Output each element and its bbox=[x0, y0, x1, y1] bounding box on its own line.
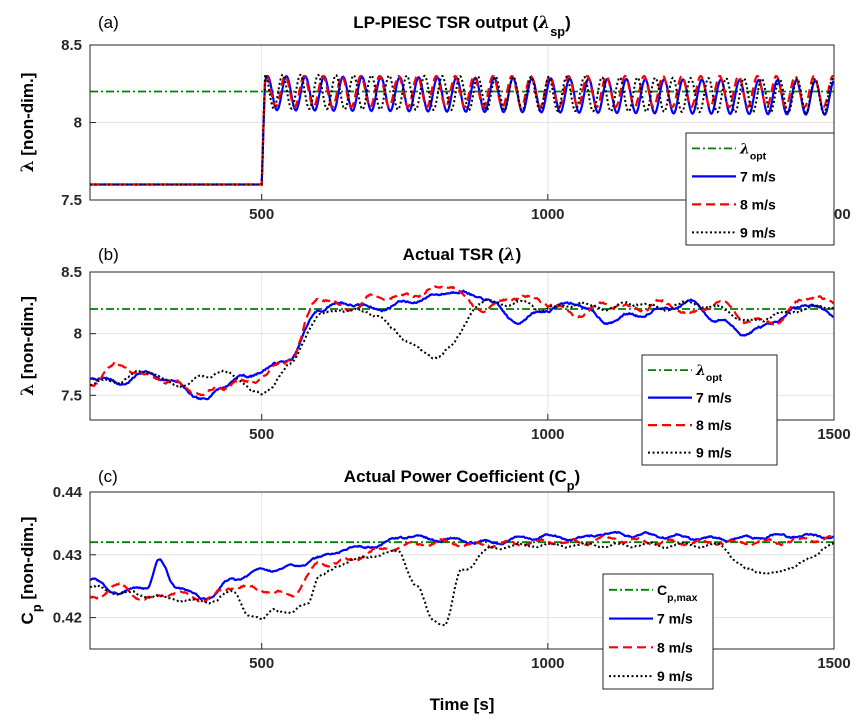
panel-label: (a) bbox=[98, 13, 119, 32]
legend-label: 7 m/s bbox=[657, 611, 693, 627]
x-tick-label: 1000 bbox=[531, 206, 564, 223]
legend-label: 9 m/s bbox=[657, 668, 693, 684]
y-tick-label: 0.42 bbox=[53, 610, 82, 627]
chart-title: Actual TSR (λ) bbox=[403, 245, 522, 265]
series-line-7-m-s bbox=[90, 289, 834, 401]
legend-label: 8 m/s bbox=[696, 417, 732, 433]
x-tick-label: 500 bbox=[249, 655, 274, 672]
x-tick-label: 1000 bbox=[531, 655, 564, 672]
y-axis-label: Cp [non-dim.] bbox=[18, 517, 44, 625]
chart-title: LP-PIESC TSR output (λsp) bbox=[353, 13, 571, 39]
series-line-9-m-s bbox=[90, 298, 834, 396]
series-line-8-m-s bbox=[90, 534, 834, 603]
y-tick-label: 7.5 bbox=[61, 192, 82, 209]
series-line-8-m-s bbox=[90, 285, 834, 397]
legend: Cp,max 7 m/s 8 m/s 9 m/s bbox=[602, 573, 714, 690]
y-tick-label: 8 bbox=[74, 115, 82, 132]
y-tick-label: 7.5 bbox=[61, 387, 82, 404]
legend-label: 9 m/s bbox=[740, 224, 776, 240]
y-axis-label: λ [non-dim.] bbox=[18, 296, 38, 396]
y-tick-label: 8 bbox=[74, 326, 82, 343]
chart-title: Actual Power Coefficient (Cp) bbox=[344, 467, 580, 493]
series-line-9-m-s bbox=[90, 541, 834, 627]
y-tick-label: 0.44 bbox=[53, 484, 83, 501]
x-tick-label: 1500 bbox=[817, 426, 850, 443]
legend-label: λopt bbox=[695, 363, 723, 384]
x-tick-label: 500 bbox=[249, 206, 274, 223]
legend: λopt 7 m/s 8 m/s 9 m/s bbox=[685, 132, 835, 246]
y-tick-label: 8.5 bbox=[61, 37, 82, 54]
legend-label: λopt bbox=[739, 141, 767, 162]
legend: λopt 7 m/s 8 m/s 9 m/s bbox=[641, 354, 778, 466]
panel-label: (b) bbox=[98, 245, 119, 264]
y-tick-label: 0.43 bbox=[53, 547, 82, 564]
panel-label: (c) bbox=[98, 467, 118, 486]
axes-frame bbox=[89, 271, 835, 421]
y-axis-label: λ [non-dim.] bbox=[18, 73, 38, 173]
plot-area bbox=[90, 492, 834, 649]
chart-panel-c: 500 1000 1500 0.42 0.43 0.44 (c) Actual Power C… bbox=[18, 467, 851, 690]
legend-label: 8 m/s bbox=[740, 196, 776, 212]
series-line-7-m-s bbox=[90, 530, 834, 601]
x-tick-label: 1000 bbox=[531, 426, 564, 443]
series-line-7-m-s bbox=[90, 74, 834, 186]
legend-label: 9 m/s bbox=[696, 445, 732, 461]
y-tick-label: 8.5 bbox=[61, 264, 82, 281]
axes-frame bbox=[89, 491, 835, 650]
chart-panel-b: 500 1000 1500 7.5 8 8.5 (b) Actual TSR (λ) λ [no… bbox=[18, 245, 851, 466]
x-tick-label: 500 bbox=[249, 426, 274, 443]
legend-label: Cp,max bbox=[657, 582, 698, 604]
legend-label: 7 m/s bbox=[740, 168, 776, 184]
x-axis-label: Time [s] bbox=[430, 695, 495, 714]
legend-label: 7 m/s bbox=[696, 390, 732, 406]
legend-label: 8 m/s bbox=[657, 639, 693, 655]
x-tick-label: 1500 bbox=[817, 655, 850, 672]
